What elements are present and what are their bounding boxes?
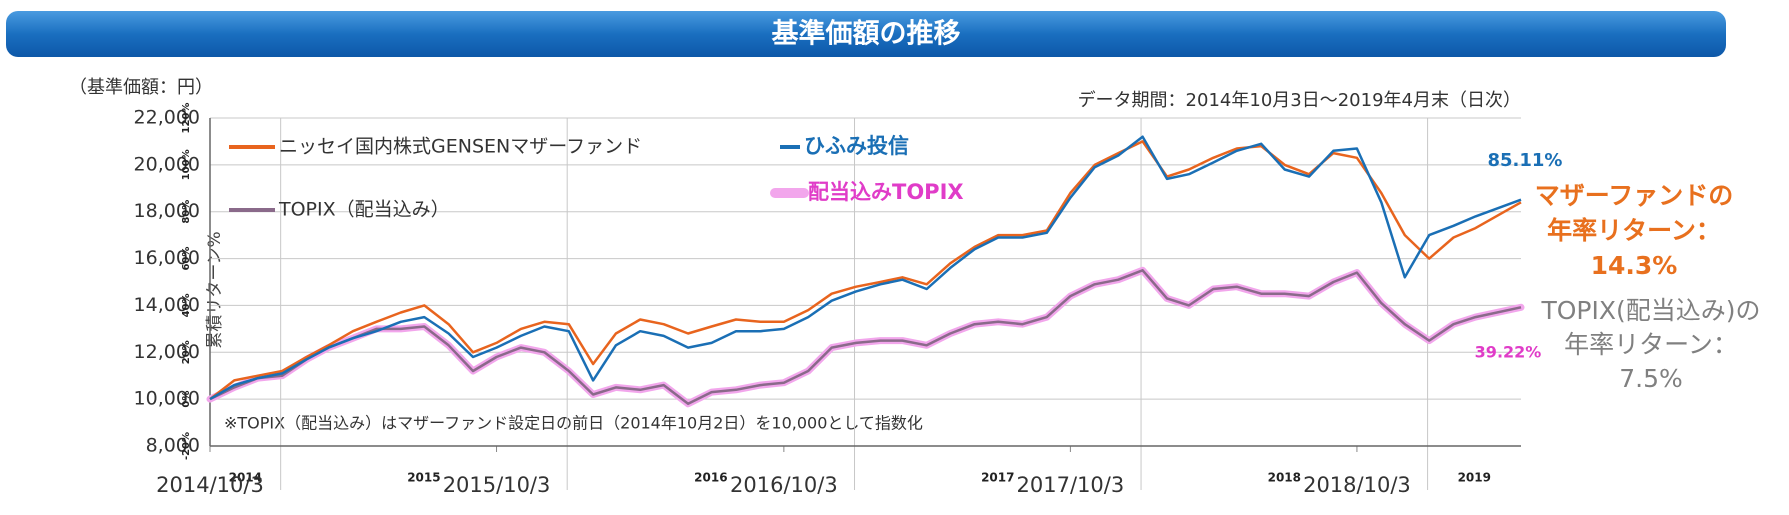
annotation: 配当込みTOPIX (808, 180, 964, 204)
year-label: 2014 (229, 471, 262, 485)
year-label: 2018 (1268, 471, 1301, 485)
series-highlight (206, 266, 1525, 408)
title-banner (6, 11, 1726, 57)
annotation: マザーファンドの (1535, 181, 1734, 210)
year-label: 2016 (694, 471, 727, 485)
y2-tick-label: 60% (181, 247, 192, 271)
annotation: 7.5% (1619, 364, 1683, 393)
y2-tick-label: 120% (181, 103, 192, 134)
y-tick-label: 12,000 (134, 341, 200, 363)
x-tick-label: 2015/10/3 (443, 473, 551, 497)
y-tick-label: 20,000 (134, 153, 200, 175)
y2-axis-label: 累積リターン% (205, 231, 225, 348)
x-tick-label: 2016/10/3 (730, 473, 838, 497)
y-tick-label: 16,000 (134, 247, 200, 269)
series-line (209, 269, 1522, 406)
legend-label: TOPIX（配当込み） (278, 199, 450, 221)
y2-tick-label: -20% (181, 432, 192, 460)
legend-label: ニッセイ国内株式GENSENマザーファンド (279, 136, 642, 158)
x-tick-label: 2018/10/3 (1303, 473, 1411, 497)
data-period: データ期間：2014年10月3日～2019年4月末（日次） (1078, 90, 1521, 111)
x-tick-label: 2014/10/3 (156, 473, 264, 497)
y-axis-label: （基準価額：円） (69, 77, 213, 98)
year-label: 2017 (981, 471, 1014, 485)
annotation: 85.11% (1488, 150, 1563, 171)
annotation: 年率リターン： (1564, 330, 1738, 359)
year-label: 2019 (1458, 471, 1491, 485)
year-label: 2015 (407, 471, 440, 485)
y-tick-label: 14,000 (134, 294, 200, 316)
y-tick-label: 22,000 (134, 107, 200, 129)
y2-tick-label: 80% (181, 200, 192, 224)
annotation: 年率リターン： (1547, 216, 1721, 245)
annotation: 14.3% (1591, 251, 1678, 280)
legend-label: ひふみ投信 (804, 134, 909, 158)
y-tick-label: 18,000 (134, 200, 200, 222)
series-line (209, 135, 1522, 401)
note: ※TOPIX（配当込み）はマザーファンド設定日の前日（2014年10月2日）を1… (224, 414, 923, 433)
series-line (209, 140, 1522, 401)
y-tick-label: 10,000 (134, 388, 200, 410)
annotation: 39.22% (1475, 343, 1542, 362)
x-tick-label: 2017/10/3 (1017, 473, 1125, 497)
chart-title: 基準価額の推移 (772, 18, 961, 50)
y2-tick-label: 0% (181, 391, 192, 408)
y2-tick-label: 20% (181, 340, 192, 364)
y2-tick-label: 100% (181, 149, 192, 180)
annotation: TOPIX(配当込み)の (1540, 296, 1760, 325)
y-tick-label: 8,000 (146, 435, 200, 457)
y2-tick-label: 40% (181, 293, 192, 317)
